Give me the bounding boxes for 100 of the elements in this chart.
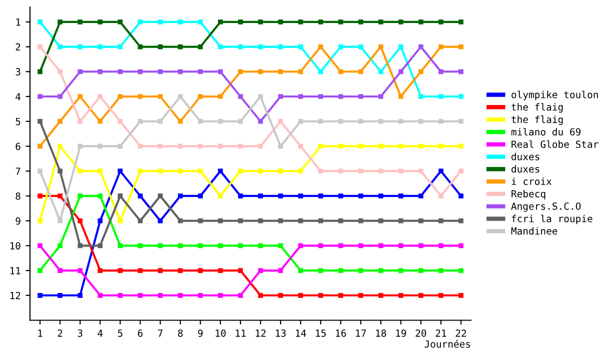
point	[218, 194, 223, 198]
point	[158, 44, 163, 50]
point	[318, 218, 324, 224]
point	[138, 243, 143, 248]
point	[378, 19, 384, 24]
point	[338, 243, 344, 248]
point	[78, 243, 83, 248]
point	[438, 118, 444, 124]
point	[38, 69, 42, 74]
point	[318, 194, 324, 198]
point	[238, 168, 243, 174]
y-tick-label: 4	[16, 93, 21, 100]
point	[438, 218, 444, 224]
point	[438, 168, 444, 174]
point	[38, 292, 42, 298]
point	[78, 44, 83, 50]
point	[338, 292, 344, 298]
y-tick-label: 1	[16, 18, 20, 26]
point	[258, 144, 263, 149]
x-tick-label: 6	[138, 330, 143, 337]
point	[358, 19, 364, 24]
point	[178, 94, 183, 99]
x-tick-label: 18	[376, 330, 386, 337]
y-tick-label: 7	[16, 168, 20, 175]
point	[258, 268, 263, 273]
point	[118, 19, 123, 24]
point	[118, 292, 123, 298]
point	[418, 243, 424, 248]
point	[238, 144, 243, 149]
point	[58, 19, 62, 24]
point	[218, 144, 223, 149]
point	[98, 268, 103, 273]
point	[398, 268, 404, 273]
point	[238, 94, 243, 99]
point	[258, 243, 263, 248]
point	[178, 44, 183, 50]
point	[458, 69, 464, 74]
point	[58, 94, 62, 99]
point	[78, 292, 83, 298]
point	[38, 218, 42, 224]
point	[78, 94, 83, 99]
point	[158, 69, 163, 74]
point	[278, 243, 283, 248]
point	[318, 19, 324, 24]
point	[338, 118, 344, 124]
point	[418, 118, 424, 124]
point	[58, 243, 62, 248]
point	[458, 194, 464, 198]
point	[38, 144, 42, 149]
point	[178, 292, 183, 298]
point	[278, 69, 283, 74]
point	[158, 243, 163, 248]
point	[398, 194, 404, 198]
point	[178, 118, 183, 124]
point	[278, 292, 283, 298]
point	[138, 19, 143, 24]
point	[358, 194, 364, 198]
y-tick-label: 12	[10, 292, 20, 300]
point	[378, 243, 384, 248]
point	[158, 218, 163, 224]
point	[198, 243, 203, 248]
point	[178, 168, 183, 174]
point	[398, 69, 404, 74]
point	[98, 69, 103, 74]
legend-label: Mandinee	[511, 227, 558, 235]
point	[218, 19, 223, 24]
point	[358, 118, 364, 124]
point	[438, 69, 444, 74]
point	[298, 69, 304, 74]
y-tick-label: 10	[10, 242, 20, 250]
x-tick-label: 17	[356, 330, 366, 337]
point	[398, 118, 404, 124]
point	[178, 69, 183, 74]
point	[198, 168, 203, 174]
point	[178, 194, 183, 198]
point	[378, 94, 384, 99]
x-tick-label: 10	[216, 330, 226, 337]
point	[78, 19, 83, 24]
point	[338, 268, 344, 273]
point	[458, 168, 464, 174]
x-tick-label: 7	[158, 330, 162, 337]
point	[238, 19, 243, 24]
point	[158, 94, 163, 99]
point	[378, 168, 384, 174]
point	[138, 194, 143, 198]
point	[138, 94, 143, 99]
legend-label: Real Globe Star	[512, 140, 598, 148]
y-tick-label: 2	[16, 43, 20, 50]
point	[278, 144, 283, 149]
point	[238, 292, 243, 298]
x-tick-label: 16	[336, 330, 346, 337]
legend-label: fcri la roupie	[512, 214, 592, 224]
point	[118, 218, 123, 224]
point	[418, 19, 424, 24]
point	[58, 292, 62, 298]
point	[78, 168, 83, 174]
point	[178, 268, 183, 273]
point	[198, 144, 203, 149]
legend-label: the flaig	[512, 116, 563, 126]
point	[118, 194, 123, 198]
